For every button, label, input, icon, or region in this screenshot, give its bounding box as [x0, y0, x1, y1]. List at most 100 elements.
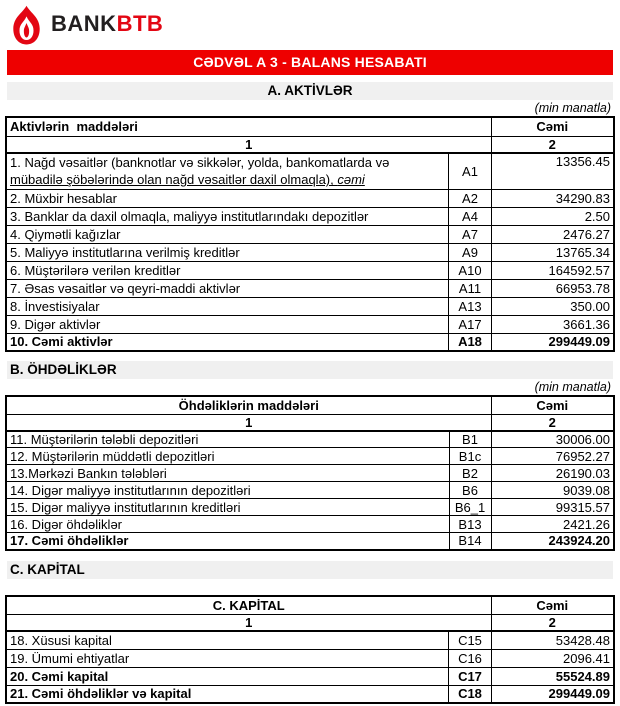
item-code: A10: [448, 260, 492, 280]
logo-bank-word: BANK: [51, 11, 117, 36]
logo-text: BANKBTB: [51, 11, 163, 37]
table-row: 13.Mərkəzi Bankın tələbləri B2 26190.03: [5, 464, 615, 482]
capital-total-row: 20. Cəmi kapital C17 55524.89: [5, 666, 615, 686]
report-title-banner: CƏDVƏL A 3 - BALANS HESABATI: [7, 50, 613, 75]
item-value: 350.00: [490, 296, 615, 316]
table-row: 8. İnvestisiyalar A13 350.00: [5, 296, 615, 316]
unit-note-assets: (min manatla): [534, 101, 611, 115]
table-row: 7. Əsas vəsaitlər və qeyri-maddi aktivlə…: [5, 278, 615, 298]
capital-table: C. KAPİTAL Cəmi 1 2 18. Xüsusi kapital C…: [4, 594, 615, 704]
table-row: 1. Nağd vəsaitlər (banknotlar və sikkələ…: [5, 152, 615, 190]
item-code: C17: [448, 666, 492, 686]
item-code: A11: [448, 278, 492, 298]
item-value: 2.50: [490, 206, 615, 226]
item-code: B2: [448, 464, 492, 482]
item-label: 6. Müştərilərə verilən kreditlər: [5, 260, 450, 280]
item-code: A7: [448, 224, 492, 244]
col-number-2: 2: [490, 614, 615, 632]
section-heading-assets: A. AKTİVLƏR: [7, 82, 613, 100]
items-header-cell: Aktivlərin maddələri: [5, 116, 492, 137]
table-row: 5. Maliyyə institutlarına verilmiş kredi…: [5, 242, 615, 262]
col-number-2: 2: [490, 413, 615, 432]
assets-table-header: Aktivlərin maddələri Cəmi: [5, 116, 615, 137]
item-label: 1. Nağd vəsaitlər (banknotlar və sikkələ…: [5, 152, 450, 190]
item-value: 2421.26: [490, 515, 615, 533]
item-label: 8. İnvestisiyalar: [5, 296, 450, 316]
items-header-cell: C. KAPİTAL: [5, 595, 492, 615]
item-code: C18: [448, 684, 492, 704]
item-label: 16. Digər öhdəliklər: [5, 515, 450, 533]
item-value: 299449.09: [490, 684, 615, 704]
item-label: 20. Cəmi kapital: [5, 666, 450, 686]
section-heading-liabilities: B. ÖHDƏLİKLƏR: [7, 361, 613, 379]
item-code: B14: [448, 532, 492, 550]
item-code: B1c: [448, 447, 492, 465]
item-label: 15. Digər maliyyə institutlarının kredit…: [5, 498, 450, 516]
table-row: 9. Digər aktivlər A17 3661.36: [5, 314, 615, 334]
table-row: 11. Müştərilərin tələbli depozitləri B1 …: [5, 430, 615, 448]
total-header-cell: Cəmi: [490, 395, 615, 415]
item-value: 55524.89: [490, 666, 615, 686]
logo-btb-word: BTB: [116, 11, 164, 36]
item-code: B6: [448, 481, 492, 499]
table-row: 2. Müxbir hesablar A2 34290.83: [5, 188, 615, 208]
capital-table-subheader: 1 2: [5, 614, 615, 632]
item-label: 19. Ümumi ehtiyatlar: [5, 648, 450, 668]
item-value: 164592.57: [490, 260, 615, 280]
item-value: 2476.27: [490, 224, 615, 244]
item-label: 18. Xüsusi kapital: [5, 630, 450, 650]
item-value: 2096.41: [490, 648, 615, 668]
item-code: B6_1: [448, 498, 492, 516]
item-code: A1: [448, 152, 492, 190]
item-value: 66953.78: [490, 278, 615, 298]
item-label: 11. Müştərilərin tələbli depozitləri: [5, 430, 450, 448]
liabilities-total-row: 17. Cəmi öhdəliklər B14 243924.20: [5, 532, 615, 550]
item-code: C15: [448, 630, 492, 650]
assets-table-subheader: 1 2: [5, 135, 615, 154]
item-label: 13.Mərkəzi Bankın tələbləri: [5, 464, 450, 482]
item-value: 299449.09: [490, 332, 615, 352]
item-label: 3. Banklar da daxil olmaqla, maliyyə ins…: [5, 206, 450, 226]
item-label: 17. Cəmi öhdəliklər: [5, 532, 450, 550]
table-row: 4. Qiymətli kağızlar A7 2476.27: [5, 224, 615, 244]
table-row: 18. Xüsusi kapital C15 53428.48: [5, 630, 615, 650]
item-label: 12. Müştərilərin müddətli depozitləri: [5, 447, 450, 465]
item-value: 53428.48: [490, 630, 615, 650]
item-code: A2: [448, 188, 492, 208]
table-row: 12. Müştərilərin müddətli depozitləri B1…: [5, 447, 615, 465]
table-row: 14. Digər maliyyə institutlarının depozi…: [5, 481, 615, 499]
item-value: 34290.83: [490, 188, 615, 208]
liabilities-table: Öhdəliklərin maddələri Cəmi 1 2 11. Müşt…: [5, 395, 615, 551]
item-code: C16: [448, 648, 492, 668]
col-number-1: 1: [5, 135, 492, 154]
item-value: 13765.34: [490, 242, 615, 262]
bank-logo: BANKBTB: [0, 0, 620, 48]
item-code: A17: [448, 314, 492, 334]
item-value: 26190.03: [490, 464, 615, 482]
assets-total-row: 10. Cəmi aktivlər A18 299449.09: [5, 332, 615, 352]
capital-table-header: C. KAPİTAL Cəmi: [5, 595, 615, 615]
item-code: A13: [448, 296, 492, 316]
item-label: 14. Digər maliyyə institutlarının depozi…: [5, 481, 450, 499]
total-header-cell: Cəmi: [490, 116, 615, 137]
item-code: A9: [448, 242, 492, 262]
item-value: 99315.57: [490, 498, 615, 516]
table-row: 6. Müştərilərə verilən kreditlər A10 164…: [5, 260, 615, 280]
col-number-2: 2: [490, 135, 615, 154]
assets-table: Aktivlərin maddələri Cəmi 1 2 1. Nağd və…: [4, 116, 615, 352]
unit-note-liabilities: (min manatla): [534, 380, 611, 394]
liabilities-table-header: Öhdəliklərin maddələri Cəmi: [5, 395, 615, 415]
item-code: A18: [448, 332, 492, 352]
item-value: 30006.00: [490, 430, 615, 448]
col-number-1: 1: [5, 614, 492, 632]
item-label: 5. Maliyyə institutlarına verilmiş kredi…: [5, 242, 450, 262]
item-label: 9. Digər aktivlər: [5, 314, 450, 334]
items-header-cell: Öhdəliklərin maddələri: [5, 395, 492, 415]
item-code: A4: [448, 206, 492, 226]
col-number-1: 1: [5, 413, 492, 432]
item-value: 13356.45: [490, 152, 615, 190]
table-row: 19. Ümumi ehtiyatlar C16 2096.41: [5, 648, 615, 668]
table-row: 16. Digər öhdəliklər B13 2421.26: [5, 515, 615, 533]
item-value: 76952.27: [490, 447, 615, 465]
